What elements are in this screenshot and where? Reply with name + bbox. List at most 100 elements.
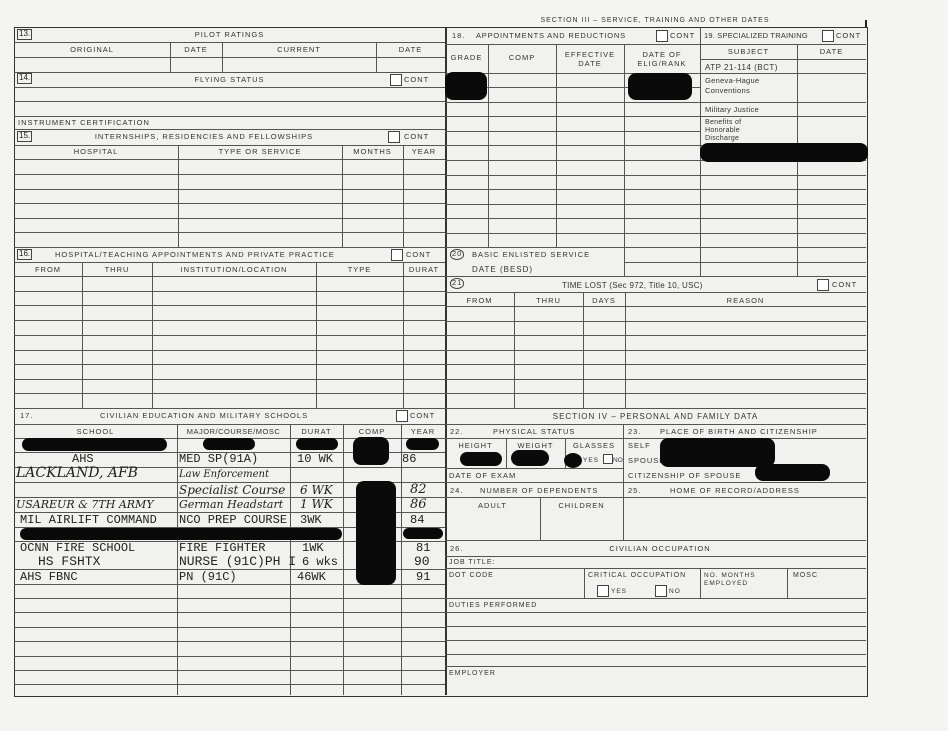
dependents-title: NUMBER OF DEPENDENTS	[480, 486, 599, 495]
rule	[14, 598, 445, 599]
rule	[342, 145, 343, 247]
col-year: YEAR	[411, 147, 437, 156]
besd-label: DATE (BESD)	[472, 265, 534, 274]
cont-checkbox[interactable]	[388, 131, 400, 143]
rule	[14, 72, 445, 73]
cont-checkbox[interactable]	[817, 279, 829, 291]
rule	[14, 218, 445, 219]
cont-checkbox[interactable]	[391, 249, 403, 261]
rule	[343, 424, 344, 695]
rule	[170, 42, 171, 72]
rule	[222, 42, 223, 72]
year: 90	[414, 554, 430, 569]
glasses-no-label: NO	[613, 457, 623, 464]
redaction	[406, 438, 439, 450]
rule	[445, 393, 866, 394]
rule	[14, 320, 445, 321]
spouse-label: SPOUSE	[628, 456, 666, 465]
internships-title: INTERNSHIPS, RESIDENCIES AND FELLOWSHIPS	[94, 132, 314, 141]
year: 81	[416, 541, 431, 555]
rule	[445, 666, 866, 667]
col-from: FROM	[466, 296, 493, 305]
school: OCNN FIRE SCHOOL	[20, 541, 136, 555]
critical-yes-checkbox[interactable]	[597, 585, 609, 597]
rule	[14, 424, 445, 425]
rule	[445, 218, 866, 219]
home-of-record-title: HOME OF RECORD/ADDRESS	[670, 486, 800, 495]
rule	[445, 189, 866, 190]
rule	[14, 262, 445, 263]
citizenship-of-spouse-label: CITIZENSHIP OF SPOUSE	[628, 471, 742, 480]
redaction	[564, 453, 582, 468]
col-type: TYPE	[347, 265, 372, 274]
cont-label: CONT	[404, 75, 430, 84]
duration: 1 WK	[300, 497, 333, 511]
section-18-number: 18.	[452, 31, 466, 40]
instrument-certification-label: INSTRUMENT CERTIFICATION	[18, 118, 150, 127]
rule	[445, 276, 866, 277]
rule	[797, 247, 798, 276]
self-label: SELF	[628, 441, 651, 450]
col-year: YEAR	[410, 427, 436, 436]
rule	[14, 116, 445, 117]
col-institution: INSTITUTION/LOCATION	[180, 265, 288, 274]
rule	[584, 568, 585, 598]
basic-enlisted-service-title: BASIC ENLISTED SERVICE	[472, 250, 591, 259]
rule	[14, 497, 445, 498]
months-employed-label: NO. MONTHS EMPLOYED	[704, 572, 756, 587]
col-from: FROM	[34, 265, 62, 274]
rule	[445, 175, 866, 176]
cont-checkbox[interactable]	[396, 410, 408, 422]
col-comp: COMP	[358, 427, 386, 436]
appointments-title: APPOINTMENTS AND REDUCTIONS	[476, 31, 626, 40]
rule	[624, 262, 866, 263]
rule	[445, 424, 866, 425]
training-subject: Benefits of Honorable Discharge	[705, 119, 742, 142]
training-subject: Military Justice	[705, 105, 759, 114]
cont-checkbox[interactable]	[656, 30, 668, 42]
rule	[14, 482, 445, 483]
duration: 1WK	[302, 541, 324, 555]
rule	[14, 584, 445, 585]
rule	[445, 306, 866, 307]
col-effective-date: EFFECTIVE DATE	[564, 50, 616, 68]
school: LACKLAND, AFB	[16, 465, 138, 481]
rule	[445, 556, 866, 557]
glasses-no-checkbox[interactable]	[603, 454, 613, 464]
col-major: MAJOR/COURSE/MOSC	[186, 427, 281, 436]
rule	[14, 276, 445, 277]
major: German Headstart	[179, 498, 284, 511]
adult-label: ADULT	[477, 501, 508, 510]
redaction	[296, 438, 338, 450]
children-label: CHILDREN	[558, 501, 605, 510]
section-26-number: 26.	[450, 544, 464, 553]
rule	[403, 145, 404, 247]
critical-no-checkbox[interactable]	[655, 585, 667, 597]
col-type-or-service: TYPE OR SERVICE	[218, 147, 302, 156]
col-grade: GRADE	[450, 53, 483, 62]
rule	[445, 335, 866, 336]
rule	[14, 452, 445, 453]
physical-status-title: PHYSICAL STATUS	[493, 427, 576, 436]
rule	[445, 568, 866, 569]
rule	[445, 482, 866, 483]
rule	[445, 116, 866, 117]
col-subject: SUBJECT	[727, 47, 770, 56]
col-date: DATE	[819, 47, 844, 56]
time-lost-title: TIME LOST (Sec 972, Title 10, USC)	[562, 281, 703, 290]
rule	[14, 203, 445, 204]
duration: 6 WK	[300, 483, 333, 497]
rule	[445, 350, 866, 351]
rule	[445, 292, 866, 293]
section-15-number: 15.	[17, 131, 33, 142]
rule	[445, 654, 866, 655]
rule	[445, 364, 866, 365]
col-original: ORIGINAL	[70, 45, 114, 54]
cont-checkbox[interactable]	[822, 30, 834, 42]
cont-checkbox[interactable]	[390, 74, 402, 86]
col-date: DATE	[184, 45, 208, 54]
major: FIRE FIGHTER	[179, 541, 266, 555]
redaction	[20, 528, 342, 540]
section-14-number: 14.	[17, 73, 33, 84]
critical-occupation-label: CRITICAL OCCUPATION	[588, 572, 687, 579]
